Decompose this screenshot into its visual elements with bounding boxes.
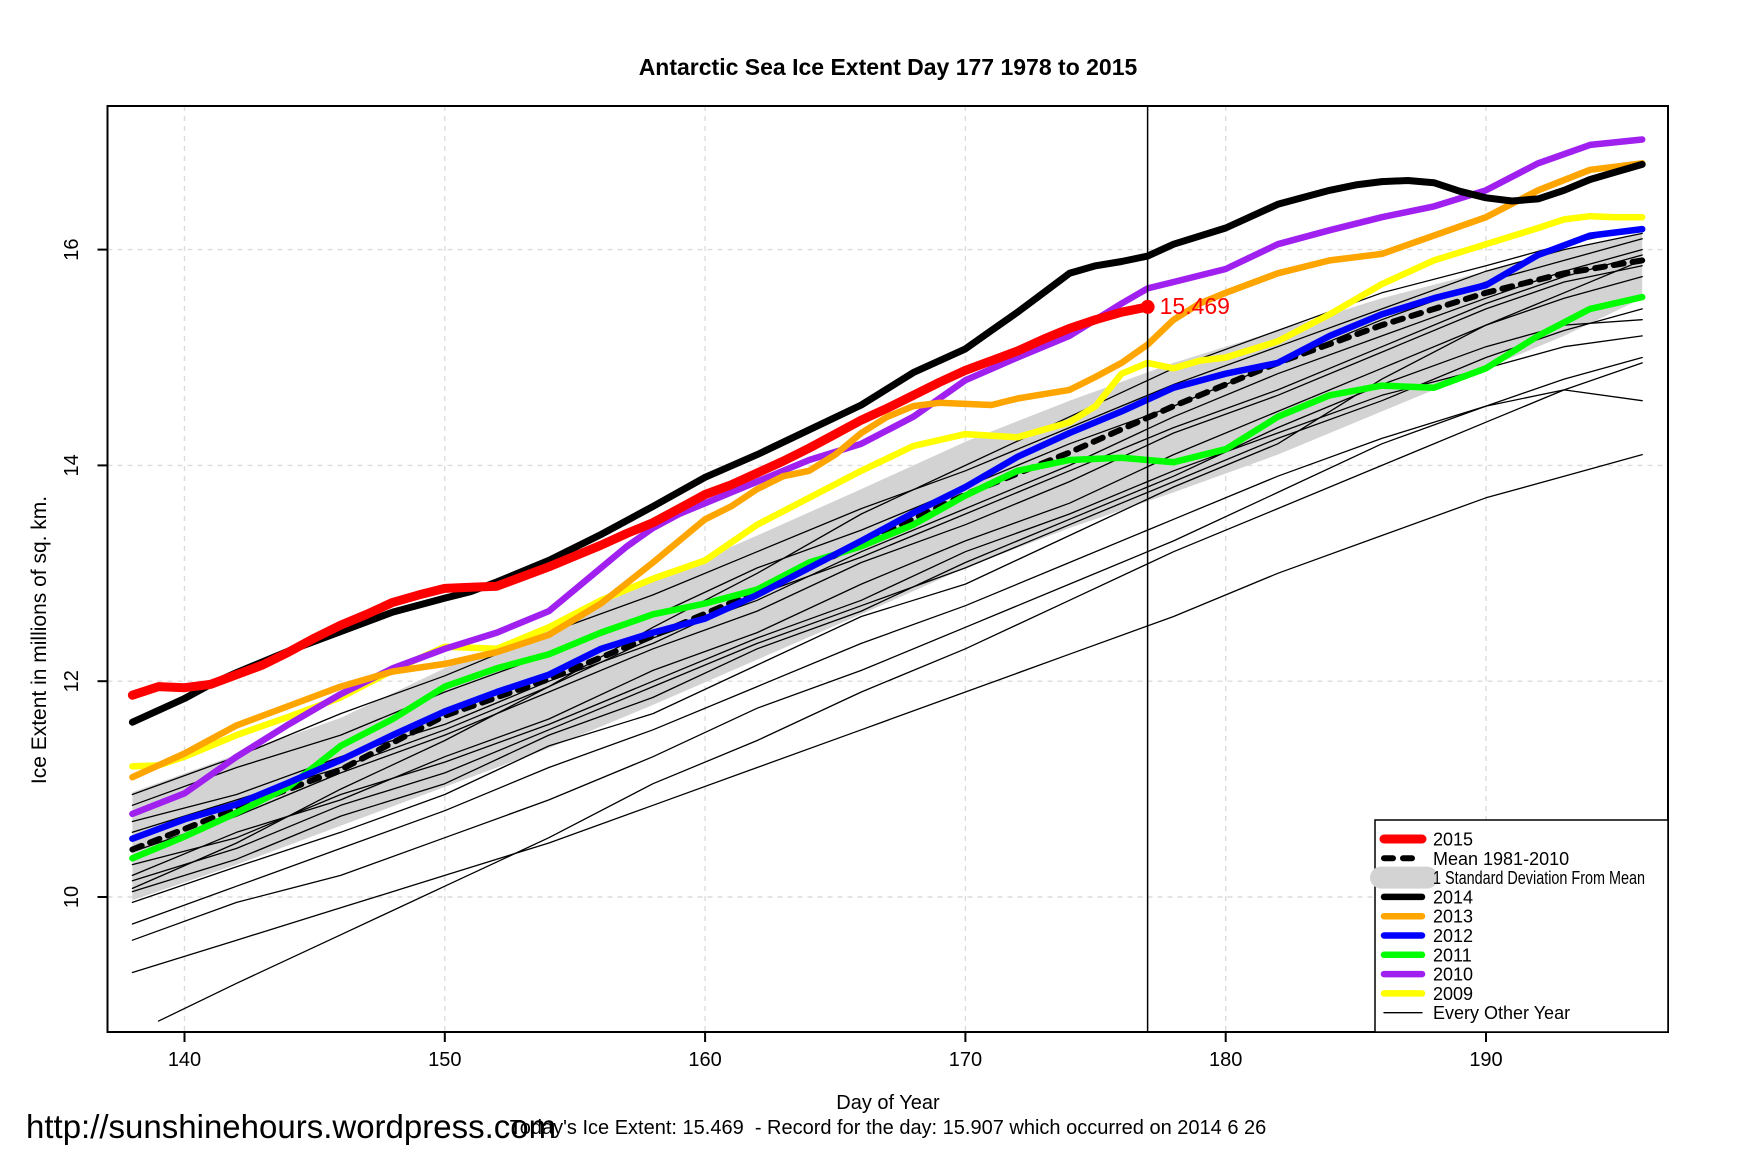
y-tick-label: 12 (61, 670, 83, 692)
x-tick-label: 180 (1209, 1049, 1242, 1071)
legend-row: 1 Standard Deviation From Mean (1370, 866, 1645, 889)
plot-border (106, 105, 1669, 1033)
legend-label: 2015 (1433, 830, 1473, 850)
footer-url: http://sunshinehours.wordpress.com (26, 1108, 557, 1145)
x-tick-label: 160 (688, 1049, 721, 1071)
legend-label: 2014 (1433, 887, 1473, 907)
series-2015 (127, 302, 1153, 700)
legend-row: 2009 (1380, 984, 1473, 1004)
year-line (131, 232, 1643, 796)
legend-label: 2012 (1433, 926, 1473, 946)
y-tick-label: 16 (61, 238, 83, 260)
legend-row: 2013 (1380, 907, 1473, 927)
endpoint-annotation: 15.469 (1160, 293, 1230, 319)
series-2014 (128, 160, 1646, 726)
year-line (131, 453, 1643, 974)
legend-row: 2014 (1380, 887, 1473, 907)
legend-label: 2009 (1433, 984, 1473, 1004)
legend-label: Mean 1981-2010 (1433, 849, 1569, 869)
year-line (131, 335, 1643, 866)
legend-row: 2015 (1379, 830, 1473, 850)
year-line (131, 265, 1643, 853)
x-tick-label: 190 (1469, 1049, 1502, 1071)
x-axis-label: Day of Year (836, 1092, 940, 1114)
legend-row: Mean 1981-2010 (1381, 849, 1569, 869)
legend-label: Every Other Year (1433, 1003, 1570, 1023)
year-line (131, 248, 1643, 833)
legend-row: 2012 (1380, 926, 1473, 946)
chart-title: Antarctic Sea Ice Extent Day 177 1978 to… (638, 54, 1138, 80)
series-mean-1981-2010 (129, 257, 1646, 853)
x-tick-label: 140 (168, 1049, 201, 1071)
year-line (131, 389, 1643, 925)
y-tick-label: 14 (61, 454, 83, 476)
legend-label: 2010 (1433, 965, 1473, 985)
legend-label: 2011 (1433, 945, 1472, 965)
y-tick-label: 10 (61, 886, 83, 908)
legend-label: 2013 (1433, 907, 1473, 927)
year-line (131, 356, 1643, 941)
legend-row: Every Other Year (1383, 1003, 1570, 1023)
endpoint-dot (1140, 299, 1155, 314)
year-line (131, 259, 1643, 904)
series-2011 (129, 293, 1646, 862)
series-2012 (129, 225, 1646, 842)
x-tick-label: 150 (428, 1049, 461, 1071)
legend-label: 1 Standard Deviation From Mean (1433, 868, 1645, 888)
legend-row: 2011 (1380, 945, 1472, 965)
legend-box (1374, 819, 1669, 1033)
series-2010 (129, 136, 1646, 818)
x-tick-label: 170 (949, 1049, 982, 1071)
footer-status: Today's Ice Extent: 15.469 - Record for … (509, 1117, 1267, 1139)
year-line (131, 308, 1643, 882)
year-line (157, 362, 1643, 1022)
legend-row: 2010 (1380, 965, 1473, 985)
series-2013 (129, 160, 1646, 781)
